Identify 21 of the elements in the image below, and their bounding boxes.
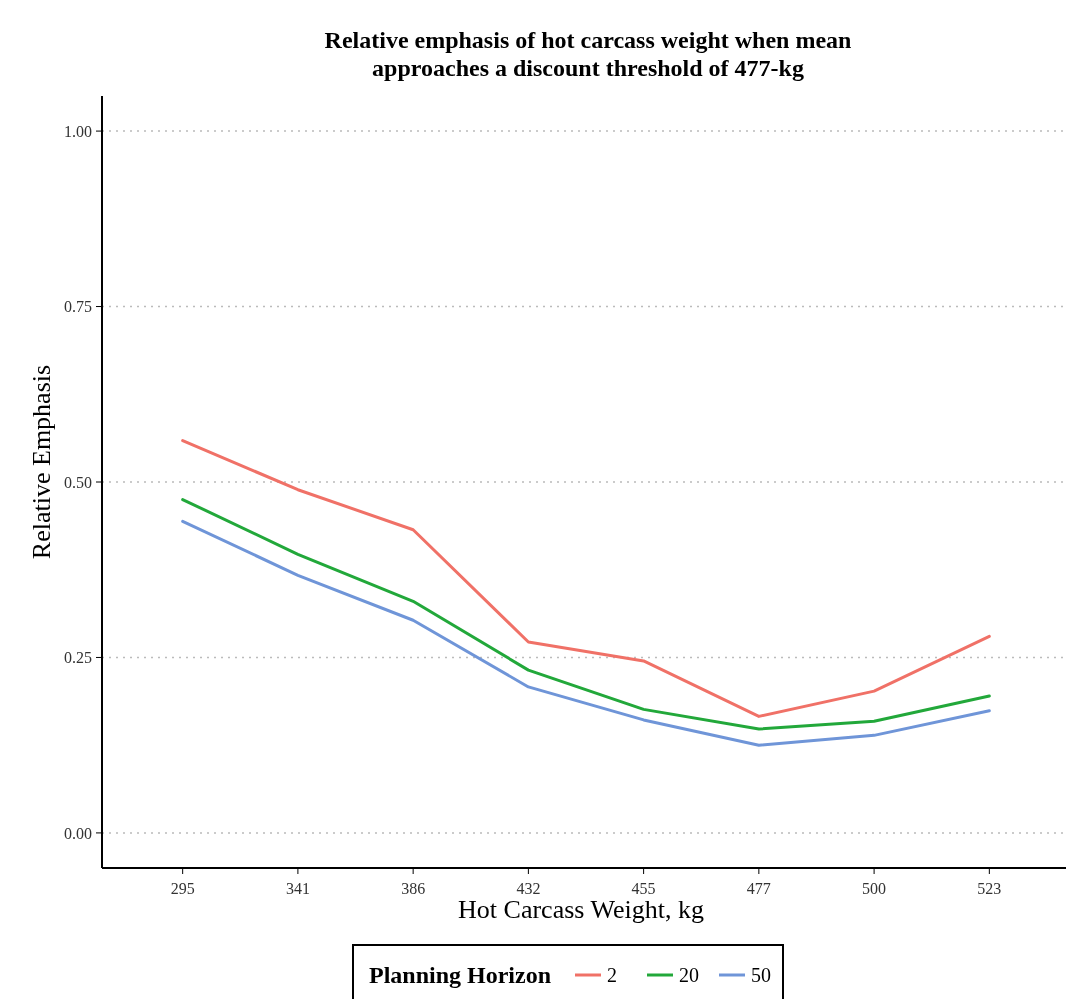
x-tick-label: 341 [285,880,310,897]
x-tick-label: 523 [977,880,1002,897]
y-axis-title: Relative Emphasis [27,364,56,560]
x-tick-label: 295 [170,880,195,897]
y-tick-label: 0.75 [64,298,92,316]
legend-title: Planning Horizon [369,962,552,988]
y-tick-label: 0.00 [64,824,92,842]
x-tick-label: 432 [516,880,541,897]
x-axis-title: Hot Carcass Weight, kg [458,895,704,924]
legend-label: 2 [607,964,617,986]
legend-label: 20 [679,964,699,986]
y-tick-label: 1.00 [64,122,92,140]
y-tick-label: 0.50 [64,473,92,491]
x-tick-label: 455 [631,880,656,897]
y-tick-label: 0.25 [64,649,92,667]
legend-label: 50 [751,964,771,986]
x-tick-label: 477 [746,880,771,897]
x-tick-label: 386 [401,880,426,897]
chart-title: Relative emphasis of hot carcass weight when mean approaches a discount threshold of 477-kg [324,27,852,81]
line-series [181,439,991,718]
x-tick-label: 500 [862,880,887,897]
